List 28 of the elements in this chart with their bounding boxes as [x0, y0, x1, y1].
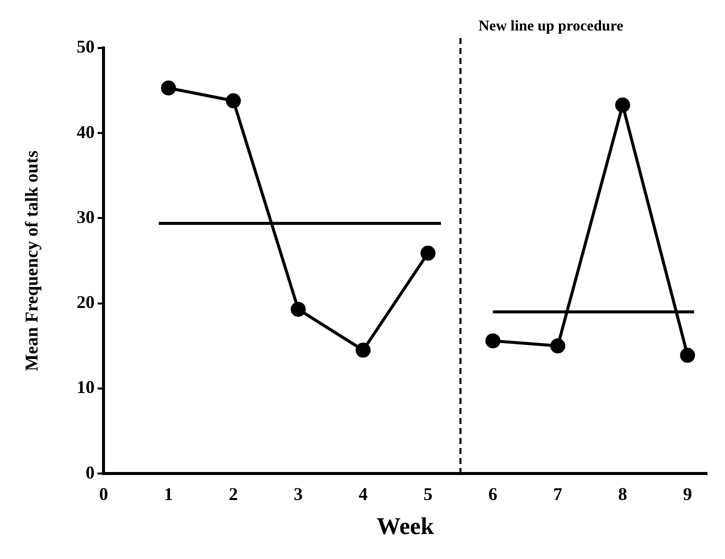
x-tick-label: 1	[164, 484, 173, 504]
x-tick-label: 3	[294, 484, 303, 504]
x-axis-title: Week	[376, 514, 435, 540]
x-tick-label: 6	[488, 484, 498, 504]
x-tick-label: 4	[358, 484, 368, 504]
y-axis-title: Mean Frequency of talk outs	[21, 150, 42, 372]
x-tick-label: 5	[424, 484, 433, 504]
x-tick-label: 8	[618, 484, 628, 504]
x-tick-label: 9	[683, 484, 692, 504]
y-tick-label: 40	[76, 122, 95, 142]
point	[290, 302, 306, 317]
point	[160, 80, 176, 96]
y-tick-label: 20	[76, 292, 95, 312]
x-tick-label: 0	[99, 484, 108, 504]
point	[485, 333, 500, 348]
point	[356, 342, 371, 358]
y-tick-label: 10	[76, 377, 95, 398]
point	[420, 246, 436, 261]
ref-line-label: New line up procedure	[478, 18, 624, 34]
point	[550, 338, 566, 354]
x-tick-label: 7	[553, 484, 562, 504]
y-tick-label: 30	[76, 206, 95, 227]
point	[615, 98, 630, 113]
point	[680, 348, 696, 363]
x-tick-label: 2	[228, 484, 238, 504]
y-tick-label: 50	[76, 36, 95, 57]
point	[226, 93, 241, 108]
y-tick-label: 0	[86, 462, 95, 482]
